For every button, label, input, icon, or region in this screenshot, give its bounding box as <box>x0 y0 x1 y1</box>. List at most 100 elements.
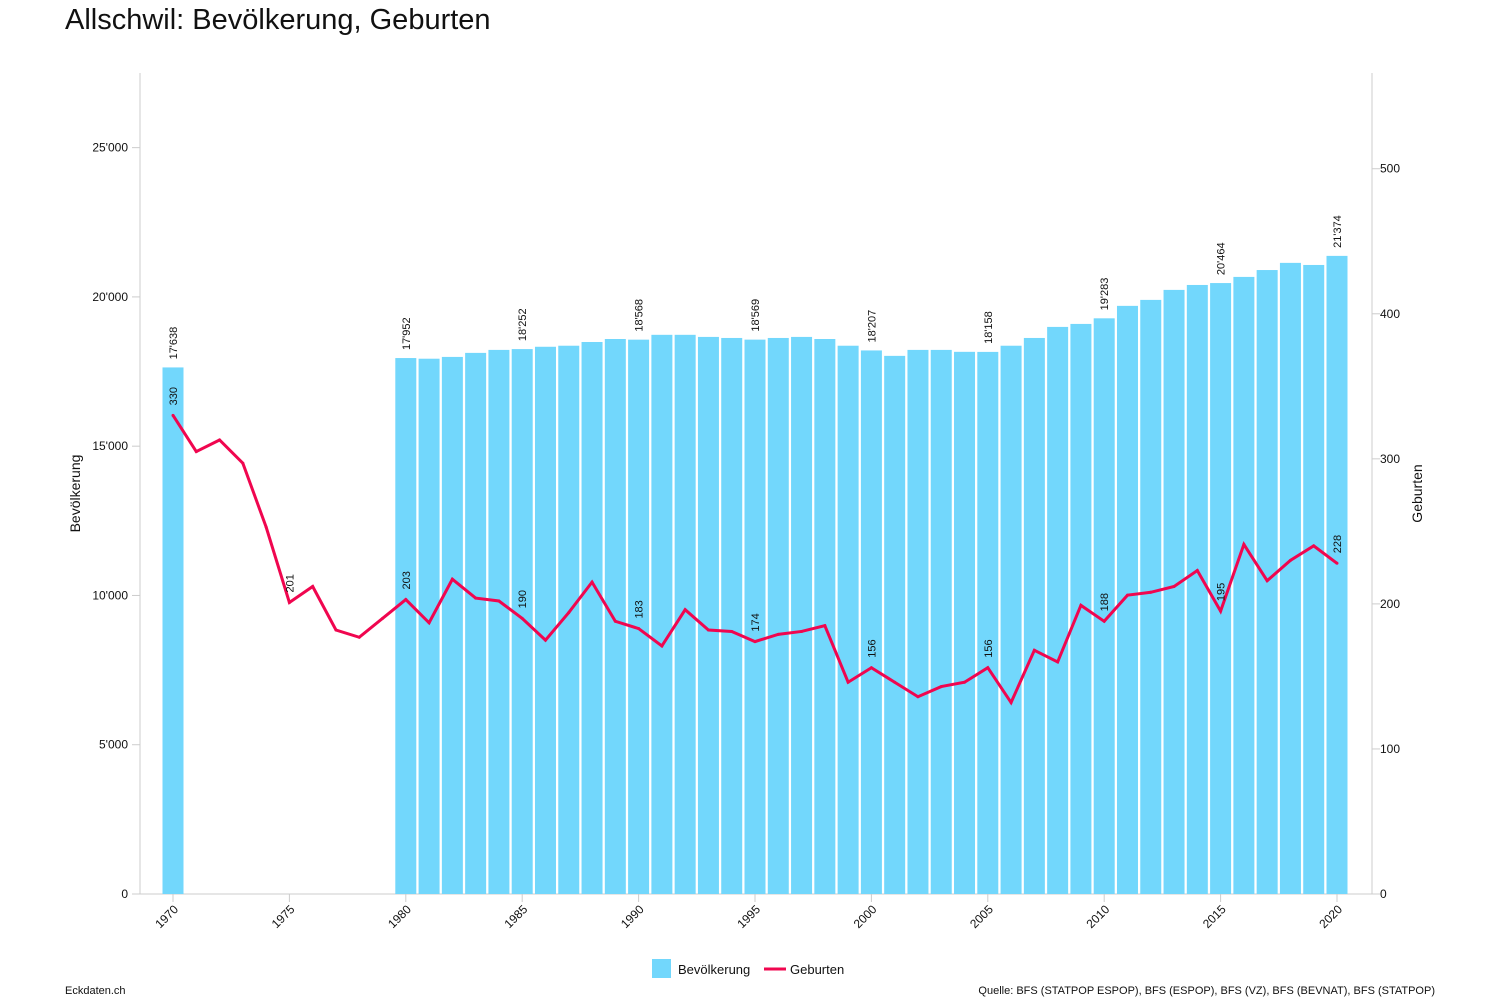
bar-data-label: 18'252 <box>517 308 529 341</box>
x-tick-label: 1995 <box>734 902 763 931</box>
bar-data-label: 19'283 <box>1099 278 1111 311</box>
bar-1988 <box>581 341 603 894</box>
bar-1970 <box>162 367 184 894</box>
x-tick-label: 2000 <box>851 902 880 931</box>
bar-data-label: 20'464 <box>1216 242 1228 275</box>
bar-1992 <box>674 334 696 895</box>
births-point-2001 <box>893 680 897 684</box>
line-data-label: 156 <box>983 639 995 657</box>
bar-2019 <box>1303 264 1325 894</box>
y-axis-title: Bevölkerung <box>67 455 83 533</box>
births-point-1991 <box>660 644 664 648</box>
x-tick-label: 1990 <box>618 902 647 931</box>
births-point-1978 <box>357 635 361 639</box>
bar-data-label: 18'568 <box>634 299 646 332</box>
bar-1998 <box>814 339 836 894</box>
x-tick-label: 2010 <box>1084 902 1113 931</box>
y-tick-label: 15'000 <box>92 439 128 453</box>
y2-axis-title: Geburten <box>1409 464 1425 522</box>
bar-2015 <box>1210 283 1232 894</box>
bar-2013 <box>1163 289 1185 894</box>
births-point-2014 <box>1195 569 1199 573</box>
births-point-1980 <box>404 598 408 602</box>
births-point-2010 <box>1102 619 1106 623</box>
births-point-1981 <box>427 621 431 625</box>
births-point-1976 <box>311 584 315 588</box>
births-point-1973 <box>241 461 245 465</box>
births-point-1987 <box>567 611 571 615</box>
line-data-label: 203 <box>401 571 413 589</box>
legend-label-geburten: Geburten <box>790 962 844 977</box>
bar-data-label: 18'569 <box>750 299 762 332</box>
legend-swatch-bevoelkerung <box>652 959 671 978</box>
births-point-2015 <box>1219 609 1223 613</box>
bar-1990 <box>628 339 650 895</box>
x-tick-label: 2015 <box>1200 902 1229 931</box>
bar-1991 <box>651 334 673 895</box>
births-point-2011 <box>1125 593 1129 597</box>
line-data-label: 174 <box>750 613 762 631</box>
births-point-1997 <box>800 629 804 633</box>
bar-1989 <box>604 339 626 894</box>
bar-data-label: 18'207 <box>866 310 878 343</box>
bar-2008 <box>1047 326 1069 894</box>
births-point-1994 <box>730 629 734 633</box>
line-data-label: 330 <box>168 387 180 405</box>
bar-2002 <box>907 349 929 895</box>
births-point-1986 <box>543 638 547 642</box>
y2-tick-label: 0 <box>1380 887 1387 901</box>
bar-data-label: 17'952 <box>401 317 413 350</box>
bar-2018 <box>1279 262 1301 895</box>
line-data-label: 190 <box>517 590 529 608</box>
x-tick-label: 1970 <box>152 902 181 931</box>
births-point-1999 <box>846 680 850 684</box>
y2-tick-label: 300 <box>1380 452 1400 466</box>
births-point-1993 <box>706 628 710 632</box>
bar-2014 <box>1186 284 1208 894</box>
births-point-2009 <box>1079 603 1083 607</box>
bar-1999 <box>837 345 859 894</box>
line-data-label: 188 <box>1099 593 1111 611</box>
births-point-1989 <box>613 619 617 623</box>
births-point-2004 <box>963 680 967 684</box>
births-point-1974 <box>264 525 268 529</box>
bar-1996 <box>767 337 789 894</box>
chart-title: Allschwil: Bevölkerung, Geburten <box>65 4 491 36</box>
y-tick-label: 20'000 <box>92 290 128 304</box>
births-point-1971 <box>194 450 198 454</box>
line-data-label: 183 <box>634 600 646 618</box>
y2-tick-label: 100 <box>1380 742 1400 756</box>
x-tick-label: 2005 <box>967 902 996 931</box>
bar-2005 <box>977 351 999 895</box>
births-point-2018 <box>1288 558 1292 562</box>
births-point-1972 <box>218 438 222 442</box>
line-data-label: 156 <box>866 639 878 657</box>
bar-2006 <box>1000 345 1022 894</box>
bar-1993 <box>697 336 719 894</box>
bar-2012 <box>1140 299 1162 894</box>
births-point-1998 <box>823 624 827 628</box>
births-point-2003 <box>939 685 943 689</box>
bar-1984 <box>488 349 510 895</box>
y-tick-label: 0 <box>121 887 128 901</box>
births-point-2000 <box>869 666 873 670</box>
births-point-1979 <box>381 616 385 620</box>
bar-1987 <box>558 345 580 894</box>
bar-1986 <box>534 346 556 894</box>
births-point-2019 <box>1312 544 1316 548</box>
y-tick-label: 10'000 <box>92 588 128 602</box>
bar-1995 <box>744 339 766 894</box>
births-point-1983 <box>474 596 478 600</box>
bar-2007 <box>1023 337 1045 894</box>
births-point-1995 <box>753 640 757 644</box>
bar-data-label: 17'638 <box>168 327 180 360</box>
site-credit: Eckdaten.ch <box>65 985 126 997</box>
births-point-2008 <box>1056 660 1060 664</box>
bar-1994 <box>721 337 743 894</box>
births-point-1996 <box>776 632 780 636</box>
births-point-2007 <box>1032 648 1036 652</box>
bar-data-label: 18'158 <box>983 311 995 344</box>
births-point-1975 <box>287 600 291 604</box>
births-point-2012 <box>1149 590 1153 594</box>
